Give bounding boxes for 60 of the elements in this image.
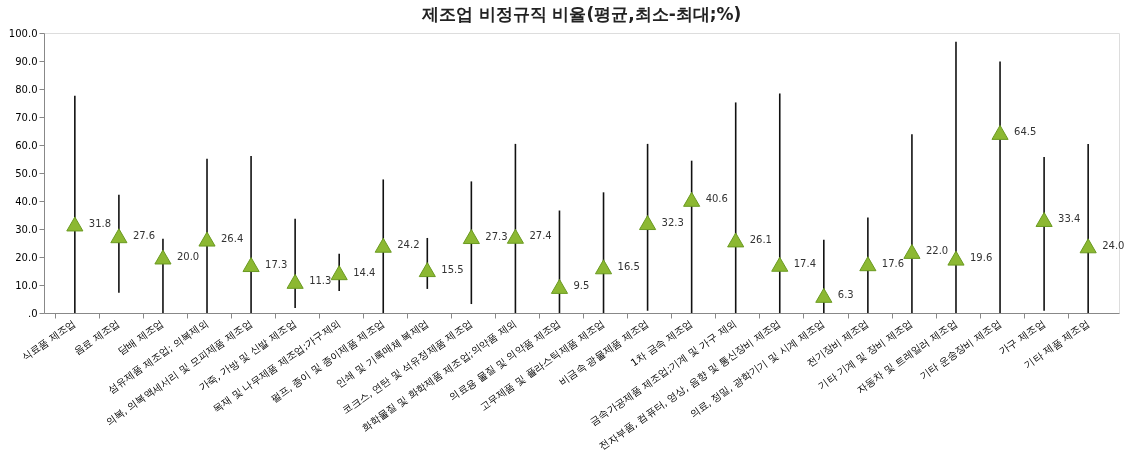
point (550, 278, 569, 294)
point (66, 216, 84, 232)
data-label: 24.2 (397, 239, 420, 251)
point (154, 249, 172, 265)
point (506, 228, 524, 244)
data-label: 17.3 (265, 258, 288, 270)
point (242, 257, 260, 273)
y-tick-label: 80.0 (15, 83, 38, 95)
data-label: 64.5 (1014, 126, 1037, 138)
point (771, 256, 789, 272)
point (903, 243, 921, 259)
data-label: 11.3 (309, 275, 332, 287)
data-label: 24.0 (1102, 239, 1125, 251)
point (683, 191, 701, 207)
chart-title: 제조업 비정규직 비율(평균,최소-최대;%) (420, 4, 742, 24)
y-tick-label: 20.0 (15, 251, 38, 263)
y-tick-label: 70.0 (15, 111, 38, 123)
data-label: 27.4 (529, 230, 552, 242)
point (594, 259, 613, 275)
data-label: 17.4 (793, 258, 817, 270)
point (1035, 212, 1053, 227)
point (330, 265, 348, 281)
data-label: 6.3 (837, 289, 854, 301)
data-label: 31.8 (88, 217, 112, 229)
point (374, 237, 392, 253)
data-label: 22.0 (925, 245, 949, 257)
point (418, 262, 436, 278)
point (815, 287, 833, 303)
point (110, 228, 128, 244)
data-label: 32.3 (661, 216, 684, 228)
y-tick-label: 10.0 (15, 279, 38, 291)
y-tick-label: .0 (27, 307, 38, 319)
data-label: 26.4 (221, 233, 244, 245)
data-label: 33.4 (1058, 213, 1081, 225)
data-label: 40.6 (705, 193, 728, 205)
data-label: 16.5 (617, 260, 640, 272)
data-label: 20.0 (176, 251, 200, 262)
y-tick-label: 100.0 (8, 27, 38, 39)
point (859, 256, 877, 272)
data-label: 9.5 (573, 280, 590, 292)
y-tick-label: 90.0 (15, 55, 38, 67)
data-label: 27.6 (132, 229, 156, 241)
data-label: 26.1 (749, 233, 772, 245)
y-tick-label: 40.0 (15, 195, 38, 207)
point (1079, 238, 1097, 254)
y-tick-label: 50.0 (15, 167, 38, 179)
point (198, 231, 216, 247)
data-label: 14.4 (353, 266, 376, 278)
point (991, 124, 1009, 140)
y-tick-label: 60.0 (15, 139, 38, 151)
point (639, 215, 657, 231)
data-label: 15.5 (441, 263, 464, 275)
point (947, 250, 965, 266)
data-label: 19.6 (969, 252, 993, 264)
point (286, 273, 304, 289)
data-label: 27.3 (485, 230, 508, 242)
data-label: 17.6 (881, 257, 905, 269)
point (727, 232, 745, 248)
y-tick-label: 30.0 (15, 223, 38, 235)
point (462, 229, 480, 245)
